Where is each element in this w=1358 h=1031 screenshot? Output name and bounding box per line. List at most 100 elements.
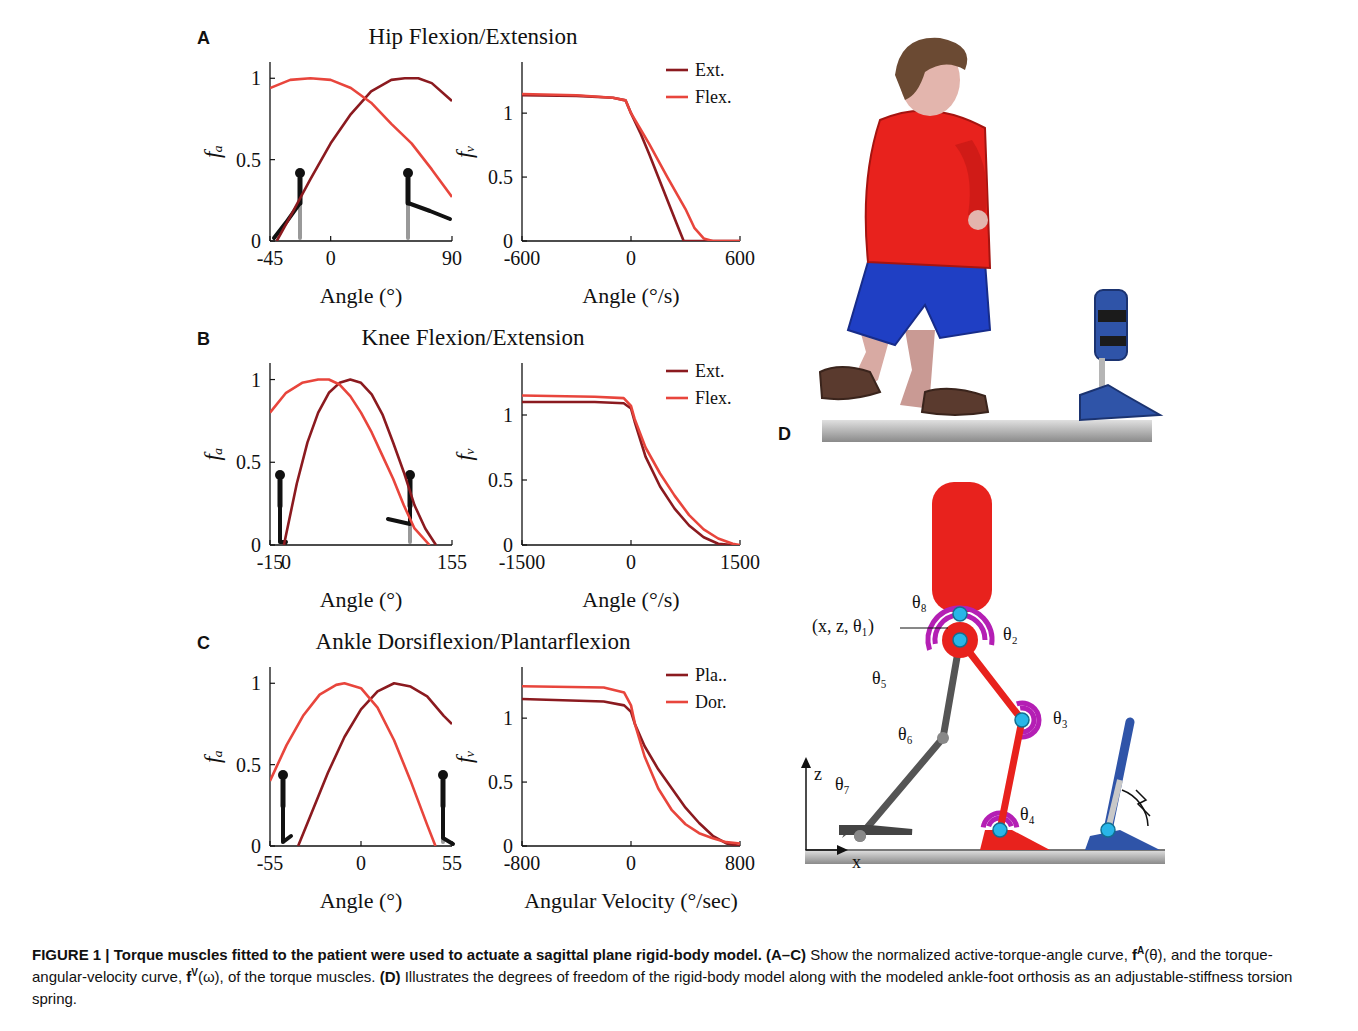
- afo-strap: [1098, 310, 1126, 322]
- caption-text: A: [1137, 945, 1144, 956]
- x-tick: [521, 540, 522, 545]
- y-tick-label: 0: [251, 534, 261, 556]
- y-tick-label: 1: [251, 369, 261, 391]
- x-tick-label: 0: [356, 852, 366, 874]
- legend-swatch: [666, 370, 688, 373]
- x-tick-label: 155: [437, 551, 467, 573]
- series-line: [270, 683, 435, 846]
- joint: [993, 823, 1007, 837]
- x-tick-label: 600: [725, 247, 755, 269]
- torso: [932, 482, 992, 612]
- panel-title: Ankle Dorsiflexion/Plantarflexion: [316, 629, 631, 654]
- diagram-label: θ₈: [912, 592, 927, 612]
- legend-label: Pla..: [695, 665, 727, 685]
- y-tick: [522, 414, 527, 415]
- y-axis-line: [269, 667, 270, 846]
- stick-torso: [406, 178, 411, 203]
- diagram-label: θ₄: [1020, 804, 1035, 824]
- shorts: [848, 255, 990, 345]
- afo-foot: [1085, 830, 1160, 850]
- rear-leg: [860, 640, 960, 836]
- y-tick: [270, 544, 275, 545]
- y-tick: [522, 718, 527, 719]
- series-line: [522, 402, 733, 545]
- legend-label: Flex.: [695, 87, 732, 107]
- x-tick: [521, 841, 522, 846]
- series-line: [522, 95, 740, 241]
- hand: [968, 210, 988, 230]
- y-tick-label: 0.5: [236, 451, 261, 473]
- panel-letter: A: [197, 28, 210, 48]
- panel-title: Hip Flexion/Extension: [369, 24, 578, 49]
- x-tick: [330, 236, 331, 241]
- diagram-label: (x, z, θ₁): [812, 616, 874, 637]
- diagram-label: θ₇: [835, 774, 850, 794]
- legend-swatch: [666, 96, 688, 99]
- series-line: [270, 380, 430, 545]
- y-tick-label: 0: [251, 835, 261, 857]
- y-tick-label: 1: [503, 102, 513, 124]
- y-axis-line: [521, 363, 522, 545]
- x-tick-label: 90: [442, 247, 462, 269]
- stick-figure: [438, 770, 453, 844]
- legend-swatch: [666, 674, 688, 677]
- joint: [937, 732, 949, 744]
- figure-canvas: AHip Flexion/ExtensionBKnee Flexion/Exte…: [0, 0, 1358, 935]
- stick-leg: [443, 806, 453, 844]
- panel-letter: D: [778, 424, 791, 444]
- joint: [854, 830, 866, 842]
- x-axis: [806, 849, 842, 851]
- series-line: [522, 94, 740, 241]
- y-tick: [270, 462, 275, 463]
- caption-text: V: [191, 967, 198, 978]
- joint: [1101, 823, 1115, 837]
- x-axis-title: Angle (°/s): [582, 587, 679, 612]
- front-foot: [980, 830, 1050, 850]
- z-axis: [805, 763, 807, 850]
- y-tick: [270, 764, 275, 765]
- shoe: [922, 389, 988, 415]
- joint: [953, 607, 967, 621]
- y-tick-label: 1: [503, 707, 513, 729]
- diagram-label: θ₂: [1003, 624, 1018, 644]
- x-tick: [360, 841, 361, 846]
- legend-label: Ext.: [695, 361, 725, 381]
- ground: [822, 420, 1152, 442]
- series-line: [522, 699, 740, 846]
- y-tick-label: 0: [503, 835, 513, 857]
- stick-figure: [274, 168, 305, 238]
- afo-foot: [1080, 385, 1160, 420]
- x-tick: [630, 540, 631, 545]
- spring-arc: [1122, 790, 1148, 826]
- caption-text: f: [1132, 946, 1137, 963]
- hair: [895, 38, 967, 100]
- diagram: Dθ₈(x, z, θ₁)θ₂θ₅θ₃θ₆θ₇θ₄zx: [778, 424, 1165, 872]
- diagram-label: θ₅: [872, 668, 887, 688]
- x-axis-title: Angular Velocity (°/sec): [524, 888, 738, 913]
- legend: Pla..Dor.: [666, 665, 727, 712]
- y-axis-title: fₐ: [200, 447, 225, 460]
- caption-text: FIGURE 1 | Torque muscles fitted to the …: [32, 946, 806, 963]
- spring-symbol: [1136, 790, 1150, 816]
- caption-text: f: [186, 968, 191, 985]
- y-tick: [522, 479, 527, 480]
- x-tick: [630, 841, 631, 846]
- x-axis-title: Angle (°): [320, 587, 403, 612]
- chart: -800080000.51Angular Velocity (°/sec)fᵥP…: [452, 665, 755, 913]
- panel-letter: C: [197, 633, 210, 653]
- afo-cuff: [1095, 290, 1127, 360]
- x-tick: [269, 841, 270, 846]
- afo-shank: [1108, 722, 1130, 830]
- y-axis-line: [521, 667, 522, 846]
- y-tick: [522, 544, 527, 545]
- stick-figure: [275, 470, 286, 542]
- stick-leg-rest: [406, 203, 410, 238]
- y-tick: [522, 113, 527, 114]
- data-group: [522, 94, 740, 241]
- y-axis-title: fₐ: [200, 145, 225, 158]
- z-arrow: [801, 757, 811, 768]
- joint: [1015, 713, 1029, 727]
- x-tick: [451, 540, 452, 545]
- legend-label: Flex.: [695, 388, 732, 408]
- y-tick-label: 0.5: [236, 149, 261, 171]
